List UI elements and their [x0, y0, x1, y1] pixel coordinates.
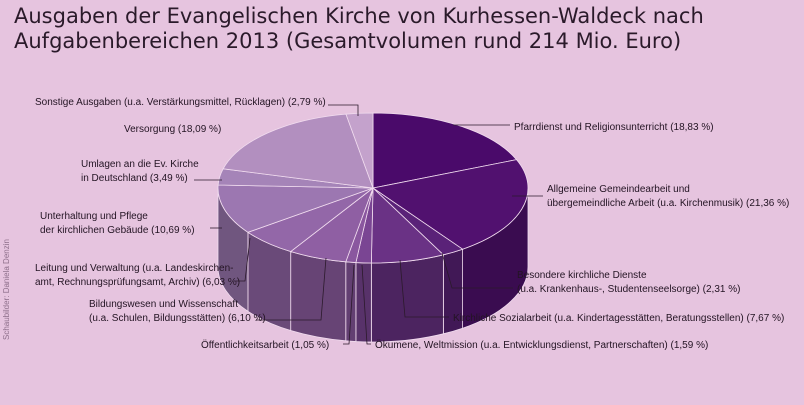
pie-slice-pfarrdienst — [372, 112, 518, 189]
slice-label-line: Leitung und Verwaltung (u.a. Landeskirch… — [35, 263, 233, 274]
leader-line-besondere — [441, 252, 513, 289]
slice-label-line: Unterhaltung und Pflege — [40, 211, 148, 222]
slice-label-line: Allgemeine Gemeindearbeit und — [547, 184, 690, 195]
pie-side-sozialarbeit — [370, 254, 444, 343]
chart-title: Ausgaben der Evangelischen Kirche von Ku… — [14, 4, 794, 54]
leader-line-oeffentlichkeit — [343, 264, 355, 345]
slice-label-line: Öffentlichkeitsarbeit (1,05 %) — [201, 339, 329, 351]
slice-labels: Pfarrdienst und Religionsunterricht (18,… — [35, 97, 789, 351]
slice-label-besondere: Besondere kirchliche Dienste (u.a. Kranke… — [517, 270, 740, 295]
slice-label-pfarrdienst: Pfarrdienst und Religionsunterricht (18,… — [514, 122, 714, 133]
slice-label-line: in Deutschland (3,49 %) — [81, 173, 188, 184]
chart-title-line-2: Aufgabenbereichen 2013 (Gesamtvolumen ru… — [14, 29, 682, 53]
slice-label-gemeindearbeit: Allgemeine Gemeindearbeit und übergemeind… — [547, 184, 789, 209]
slice-label-line: Bildungswesen und Wissenschaft — [89, 299, 238, 310]
slice-label-versorgung: Versorgung (18,09 %) — [124, 124, 221, 135]
slice-label-oeffentlichkeit: Öffentlichkeitsarbeit (1,05 %) — [201, 339, 329, 351]
slice-label-gebaeude: Unterhaltung und Pflege der kirchlichen G… — [40, 211, 195, 236]
slice-label-leitung: Leitung und Verwaltung (u.a. Landeskirch… — [35, 263, 240, 288]
slice-label-line: amt, Rechnungsprüfungsamt, Archiv) (6,03… — [35, 277, 240, 288]
slice-label-oekumene: Ökumene, Weltmission (u.a. Entwicklungsd… — [375, 339, 708, 351]
slice-label-line: (u.a. Schulen, Bildungsstätten) (6,10 %) — [89, 313, 266, 324]
slice-label-line: (u.a. Krankenhaus-, Studentenseelsorge) … — [517, 284, 740, 295]
slice-label-umlagen: Umlagen an die Ev. Kirche in Deutschland … — [81, 159, 199, 184]
pie-slice-sonstige — [345, 112, 374, 189]
slice-label-line: Kirchliche Sozialarbeit (u.a. Kindertage… — [453, 313, 784, 324]
leader-line-sozialarbeit — [399, 259, 449, 318]
leader-line-bildung — [256, 257, 327, 321]
pie-slice-gebaeude — [217, 184, 374, 233]
leader-line-oekumene — [361, 264, 371, 345]
pie-side-oekumene — [355, 262, 372, 343]
leader-lines — [194, 104, 543, 345]
slice-label-line: Pfarrdienst und Religionsunterricht (18,… — [514, 122, 714, 133]
slice-label-sonstige: Sonstige Ausgaben (u.a. Verstärkungsmitt… — [35, 97, 326, 108]
pie-side-bildung — [290, 251, 347, 342]
pie-slice-versorgung — [222, 113, 374, 189]
slice-label-bildung: Bildungswesen und Wissenschaft (u.a. Schu… — [89, 299, 266, 324]
image-credit: Schaubilder: Daniela Denzin — [2, 239, 11, 340]
slice-label-line: übergemeindliche Arbeit (u.a. Kirchenmus… — [547, 198, 789, 209]
slice-label-line: Versorgung (18,09 %) — [124, 124, 221, 135]
pie-side-oeffentlichkeit — [345, 261, 357, 342]
slice-label-line: Besondere kirchliche Dienste — [517, 270, 647, 281]
slice-label-line: Sonstige Ausgaben (u.a. Verstärkungsmitt… — [35, 97, 326, 108]
chart-title-line-1: Ausgaben der Evangelischen Kirche von Ku… — [14, 4, 704, 28]
leader-line-sonstige — [328, 104, 359, 116]
slice-label-line: Umlagen an die Ev. Kirche — [81, 159, 199, 170]
leader-line-leitung — [236, 237, 251, 282]
pie-slice-gemeindearbeit — [371, 159, 529, 250]
slice-label-line: der kirchlichen Gebäude (10,69 %) — [40, 225, 195, 236]
slice-label-line: Ökumene, Weltmission (u.a. Entwicklungsd… — [375, 339, 708, 351]
pie-side-walls — [217, 187, 529, 343]
pie-top-slices — [217, 112, 529, 264]
slice-label-sozialarbeit: Kirchliche Sozialarbeit (u.a. Kindertage… — [453, 313, 784, 324]
